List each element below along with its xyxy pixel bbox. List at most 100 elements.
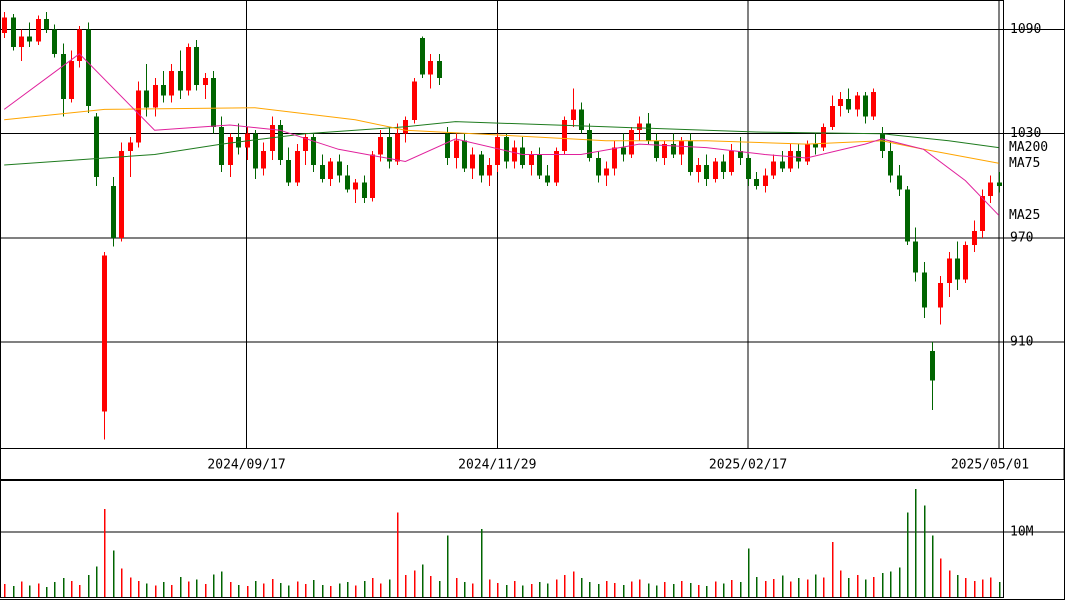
candle-body xyxy=(804,144,811,162)
candle-body xyxy=(536,154,543,176)
candle-body xyxy=(310,137,317,165)
candle-body xyxy=(837,98,844,106)
candle-body xyxy=(870,92,877,117)
candle-body xyxy=(110,185,117,238)
ma-line xyxy=(3,53,1000,216)
candle-body xyxy=(1,17,8,33)
candle-body xyxy=(661,144,668,159)
candle-body xyxy=(779,161,786,169)
candle-body xyxy=(101,255,108,412)
candle-body xyxy=(544,175,551,183)
candle-body xyxy=(193,46,200,86)
candle-body xyxy=(394,133,401,162)
legend-label: MA25 xyxy=(1009,208,1040,223)
candle-body xyxy=(653,140,660,159)
candle-body xyxy=(820,126,827,148)
candle-body xyxy=(202,78,209,86)
candle-body xyxy=(879,133,886,152)
candle-body xyxy=(68,60,75,99)
candle-body xyxy=(494,137,501,165)
volume-frame xyxy=(0,480,1004,598)
ma-line xyxy=(4,121,999,166)
candle-body xyxy=(453,140,460,159)
candle-body xyxy=(336,161,343,176)
candle-body xyxy=(503,137,510,162)
candle-body xyxy=(227,137,234,165)
candle-body xyxy=(135,90,142,143)
candle-body xyxy=(294,151,301,183)
legend-label: MA75 xyxy=(1009,156,1040,171)
candle-body xyxy=(10,17,17,47)
candle-body xyxy=(996,182,1003,186)
candle-body xyxy=(954,258,961,280)
candle-body xyxy=(160,85,167,96)
candle-body xyxy=(35,19,42,42)
y-tick-label: 1090 xyxy=(1010,22,1041,37)
x-tick-label: 2025/02/17 xyxy=(709,458,787,473)
candle-body xyxy=(369,154,376,198)
candle-body xyxy=(795,151,802,162)
candle-body xyxy=(277,125,284,160)
candle-body xyxy=(896,175,903,190)
candle-body xyxy=(185,46,192,91)
candle-body xyxy=(929,350,936,381)
candle-body xyxy=(854,95,861,110)
candle-body xyxy=(260,151,267,169)
candle-body xyxy=(478,154,485,176)
candle-body xyxy=(302,137,309,152)
candle-body xyxy=(620,147,627,155)
candle-body xyxy=(745,158,752,179)
candle-body xyxy=(561,119,568,152)
candle-body xyxy=(979,196,986,231)
candle-body xyxy=(60,53,67,99)
candle-body xyxy=(43,19,50,30)
candle-body xyxy=(904,189,911,242)
candle-body xyxy=(670,144,677,155)
candle-body xyxy=(285,159,292,183)
candle-body xyxy=(636,123,643,131)
candle-body xyxy=(720,161,727,172)
candle-body xyxy=(528,154,535,165)
candle-body xyxy=(912,241,919,273)
candle-body xyxy=(143,90,150,108)
candle-body xyxy=(444,133,451,159)
candle-body xyxy=(787,151,794,169)
candle-body xyxy=(18,36,25,47)
candle-body xyxy=(703,164,710,179)
x-tick-label: 2024/11/29 xyxy=(458,458,536,473)
candle-body xyxy=(578,109,585,131)
candle-body xyxy=(361,182,368,198)
candle-body xyxy=(427,60,434,75)
candle-body xyxy=(887,151,894,176)
candle-body xyxy=(603,168,610,176)
candle-body xyxy=(595,158,602,176)
candle-body xyxy=(327,161,334,179)
candle-body xyxy=(586,130,593,159)
candle-body xyxy=(469,154,476,169)
candle-body xyxy=(118,151,125,238)
candle-body xyxy=(628,130,635,155)
candle-body xyxy=(921,272,928,308)
candle-body xyxy=(829,105,836,127)
candle-body xyxy=(611,147,618,169)
candle-body xyxy=(737,151,744,159)
candle-body xyxy=(862,95,869,117)
candle-body xyxy=(436,60,443,79)
candle-body xyxy=(352,182,359,190)
candle-body xyxy=(386,137,393,162)
candle-body xyxy=(687,140,694,172)
y-tick-label: 970 xyxy=(1010,230,1033,245)
candle-body xyxy=(753,178,760,186)
candle-body xyxy=(770,161,777,176)
candle-body xyxy=(76,29,83,61)
candle-body xyxy=(570,109,577,120)
candle-body xyxy=(812,144,819,148)
candle-body xyxy=(319,164,326,179)
candle-body xyxy=(252,133,259,169)
ma-line xyxy=(4,107,999,164)
candle-body xyxy=(987,182,994,197)
candle-body xyxy=(553,151,560,183)
